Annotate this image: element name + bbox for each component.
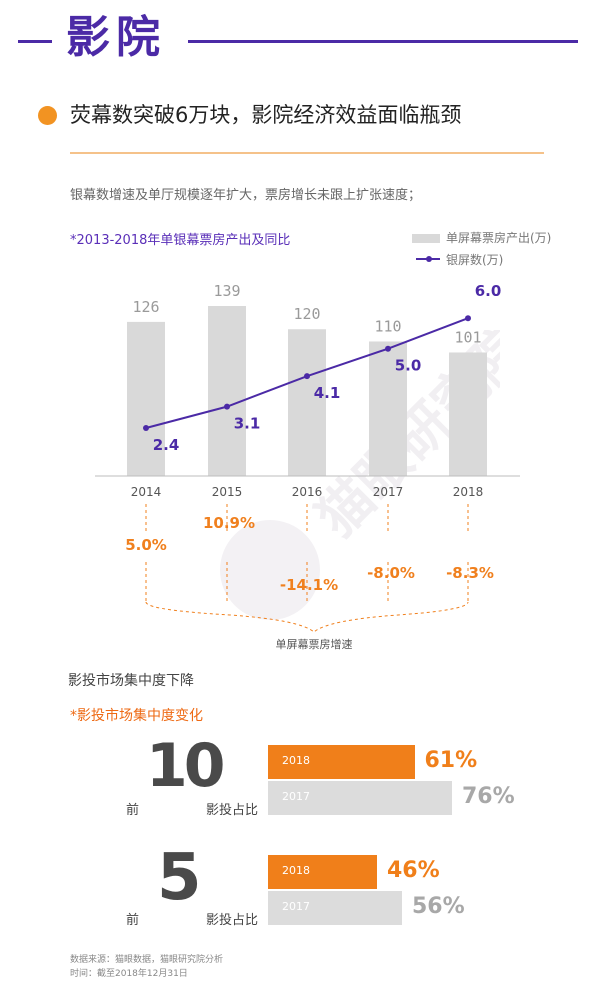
share-rank-number: 5: [157, 841, 201, 915]
share-suffix: 影投占比: [206, 803, 259, 818]
bar-label-2016: 120: [293, 305, 320, 323]
section-bullet-icon: [38, 106, 57, 125]
x-tick-2017: 2017: [373, 485, 404, 499]
line-label-2016: 4.1: [314, 384, 341, 402]
share-prefix: 前: [126, 913, 140, 928]
share-bar-value-2017: 76%: [462, 784, 515, 809]
page-title: 影院: [66, 12, 166, 63]
share-bar-value-2018: 61%: [424, 748, 478, 773]
intro-text: 银幕数增速及单厅规模逐年扩大，票房增长未跟上扩张速度；: [70, 188, 422, 203]
share-bar-2017: 2017: [268, 891, 402, 925]
header-rule-right: [188, 40, 578, 43]
share-bar-year: 2017: [282, 790, 310, 803]
bar-2015: [208, 306, 246, 476]
growth-axis-label: 单屏幕票房增速: [276, 637, 353, 650]
share-bar-value-2018: 46%: [387, 858, 440, 883]
chart1-title: *2013-2018年单银幕票房产出及同比: [70, 233, 291, 248]
share-prefix: 前: [126, 803, 140, 818]
bar-label-2014: 126: [132, 298, 159, 316]
x-tick-2018: 2018: [453, 485, 484, 499]
bar-label-2017: 110: [374, 317, 401, 335]
chart1-x-ticks: 2014 2015 2016 2017 2018: [131, 485, 484, 499]
line-label-2014: 2.4: [153, 436, 180, 454]
share-suffix: 影投占比: [206, 913, 259, 928]
share-bar-year: 2018: [282, 864, 310, 877]
line-label-2018: 6.0: [475, 282, 502, 300]
bar-2014: [127, 321, 165, 476]
section2-subtitle: 影投市场集中度下降: [68, 673, 194, 689]
line-point-2018: [465, 315, 471, 322]
bar-2016: [288, 329, 326, 476]
share-bar-year: 2018: [282, 754, 310, 767]
chart1-bars: [127, 306, 487, 476]
bar-2017: [369, 341, 407, 476]
share-bar-2018: 2018: [268, 855, 377, 889]
chart2-title: *影投市场集中度变化: [70, 708, 203, 724]
chart1-bar-labels: 126 139 120 110 101: [132, 282, 481, 346]
bar-label-2015: 139: [213, 282, 240, 300]
footnote-time: 时间：截至2018年12月31日: [70, 969, 188, 979]
growth-label-2015: 10.9%: [203, 514, 255, 532]
growth-brace: [145, 601, 469, 633]
footnote-source: 数据来源：猫眼数据，猫眼研究院分析: [70, 955, 224, 965]
legend-line-dot: [426, 256, 432, 262]
section-title: 荧幕数突破6万块，影院经济效益面临瓶颈: [70, 103, 462, 127]
growth-label-2018: -8.3%: [446, 564, 494, 582]
share-rank-number: 10: [146, 731, 225, 801]
x-tick-2016: 2016: [292, 485, 323, 499]
line-label-2017: 5.0: [395, 357, 422, 375]
line-point-2016: [304, 373, 310, 380]
share-bar-2017: 2017: [268, 781, 452, 815]
chart1-growth-labels: 5.0% 10.9% -14.1% -8.0% -8.3%: [125, 504, 494, 633]
share-bar-year: 2017: [282, 900, 310, 913]
bar-2018: [449, 352, 487, 476]
line-point-2015: [224, 403, 230, 410]
growth-label-2014: 5.0%: [125, 536, 167, 554]
line-point-2014: [143, 425, 149, 431]
x-tick-2015: 2015: [212, 485, 243, 499]
growth-label-2016: -14.1%: [280, 576, 338, 594]
bar-label-2018: 101: [454, 328, 481, 346]
header-rule-left: [18, 40, 52, 43]
line-point-2017: [385, 345, 391, 352]
x-tick-2014: 2014: [131, 485, 162, 499]
chart1-line-series: 2.4 3.1 4.1 5.0 6.0: [143, 282, 501, 454]
share-bar-value-2017: 56%: [412, 894, 465, 919]
chart1-plot: 2014 2015 2016 2017 2018 126 139 120 110 101 2.4…: [95, 282, 520, 650]
line-label-2015: 3.1: [234, 415, 261, 433]
legend-bar-swatch: [412, 234, 440, 243]
legend-line-label: 银屏数(万): [446, 253, 504, 267]
growth-label-2017: -8.0%: [367, 564, 415, 582]
section-divider: [70, 152, 544, 154]
legend-bar-label: 单屏幕票房产出(万): [446, 231, 552, 245]
share-bar-2018: 2018: [268, 745, 415, 779]
